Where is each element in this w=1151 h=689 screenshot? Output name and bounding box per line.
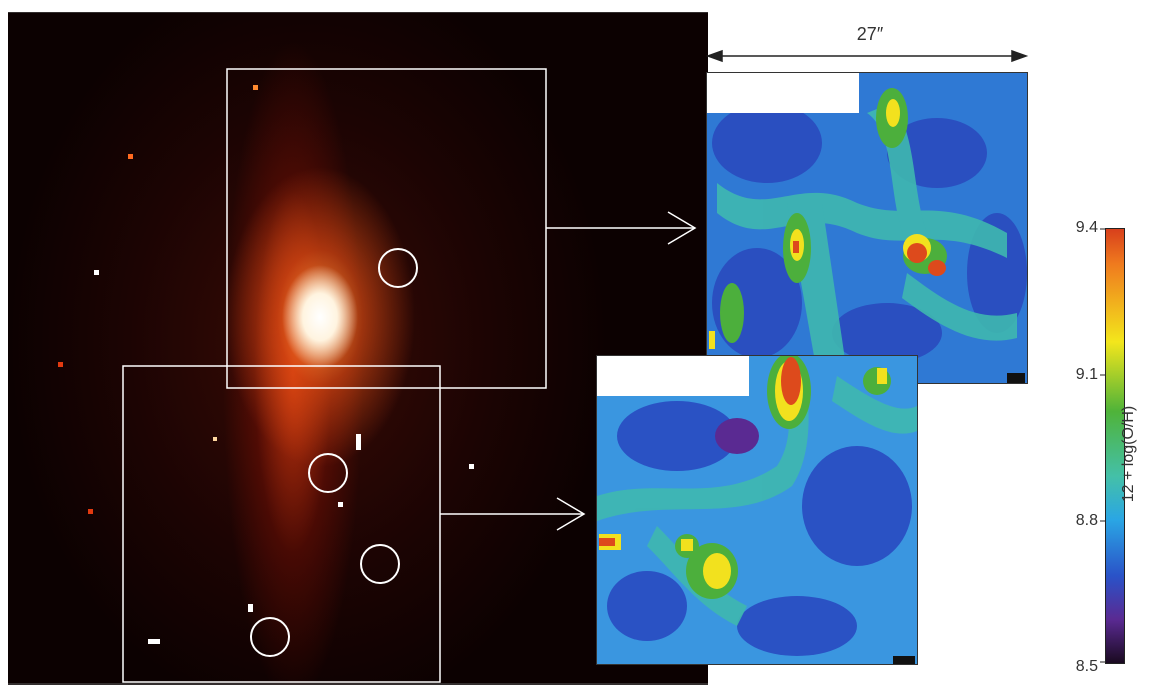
map-mask <box>597 356 749 396</box>
colorbar-title: 12 + log(O/H) <box>1120 405 1137 503</box>
colorbar-tick: 8.5 <box>1075 658 1098 675</box>
aperture-circle <box>308 453 348 493</box>
colorbar-tick: 8.8 <box>1075 512 1098 529</box>
colorbar <box>1105 228 1125 664</box>
map-mask <box>707 73 859 113</box>
abundance-map-bottom <box>596 355 918 665</box>
colorbar-tick: 9.4 <box>1075 219 1098 236</box>
scale-label: 27″ <box>856 24 884 44</box>
galaxy-image <box>8 12 708 685</box>
aperture-circle <box>360 544 400 584</box>
aperture-circle <box>378 248 418 288</box>
abundance-map-top <box>706 72 1028 384</box>
region-box-bottom <box>122 365 441 683</box>
galaxy-overlay <box>8 12 708 685</box>
aperture-circle <box>250 617 290 657</box>
colorbar-tick: 9.1 <box>1075 366 1098 383</box>
